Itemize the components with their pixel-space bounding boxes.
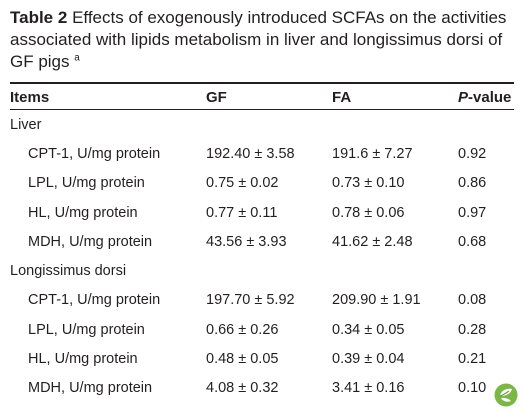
- row-fa-value: 209.90 ± 1.91: [332, 292, 421, 309]
- row-gf-value: 0.77 ± 0.11: [206, 204, 278, 221]
- row-item: HL, U/mg protein: [28, 204, 138, 221]
- leaf-logo-icon: [494, 383, 518, 407]
- table-caption-text: Effects of exogenously introduced SCFAs …: [10, 8, 507, 71]
- header-fa: FA: [332, 88, 352, 106]
- data-table: Items GF FA P-value Liver CPT-1, U/mg pr…: [10, 84, 514, 403]
- caption-footnote-mark: a: [74, 52, 80, 64]
- table-row: MDH, U/mg protein 4.08 ± 0.32 3.41 ± 0.1…: [10, 374, 514, 403]
- row-p-value: 0.92: [458, 145, 487, 162]
- header-items: Items: [10, 88, 50, 106]
- table-row: CPT-1, U/mg protein 197.70 ± 5.92 209.90…: [10, 286, 514, 315]
- row-fa-value: 0.34 ± 0.05: [332, 321, 405, 338]
- row-item: LPL, U/mg protein: [28, 321, 145, 338]
- row-item: CPT-1, U/mg protein: [28, 145, 161, 162]
- table-top-rule: [10, 82, 514, 84]
- row-p-value: 0.10: [458, 380, 487, 397]
- table-header-row: Items GF FA P-value: [10, 84, 514, 110]
- row-gf-value: 197.70 ± 5.92: [206, 292, 295, 309]
- table-row: HL, U/mg protein 0.77 ± 0.11 0.78 ± 0.06…: [10, 198, 514, 227]
- row-p-value: 0.68: [458, 233, 487, 250]
- table-label: Table 2: [10, 8, 68, 27]
- row-fa-value: 3.41 ± 0.16: [332, 380, 405, 397]
- row-p-value: 0.08: [458, 292, 487, 309]
- table-row: CPT-1, U/mg protein 192.40 ± 3.58 191.6 …: [10, 139, 514, 168]
- section-row-longissimus-dorsi: Longissimus dorsi: [10, 256, 514, 285]
- row-p-value: 0.21: [458, 351, 487, 368]
- row-p-value: 0.28: [458, 321, 487, 338]
- row-gf-value: 43.56 ± 3.93: [206, 233, 287, 250]
- table-row: HL, U/mg protein 0.48 ± 0.05 0.39 ± 0.04…: [10, 344, 514, 373]
- header-p-value: P-value: [458, 84, 514, 110]
- table-header-rule: [10, 109, 514, 110]
- row-fa-value: 191.6 ± 7.27: [332, 145, 413, 162]
- logo-stem: [499, 390, 510, 397]
- section-row-liver: Liver: [10, 110, 514, 139]
- logo-leaf-lower: [501, 397, 511, 402]
- table-caption: Table 2 Effects of exogenously introduce…: [10, 7, 515, 73]
- row-fa-value: 0.73 ± 0.10: [332, 175, 405, 192]
- row-gf-value: 192.40 ± 3.58: [206, 145, 295, 162]
- row-item: CPT-1, U/mg protein: [28, 292, 161, 309]
- header-p-letter: P: [458, 88, 469, 106]
- row-fa-value: 0.39 ± 0.04: [332, 351, 405, 368]
- section-title: Liver: [10, 116, 42, 133]
- header-gf: GF: [206, 88, 227, 106]
- row-gf-value: 0.48 ± 0.05: [206, 351, 279, 368]
- row-fa-value: 0.78 ± 0.06: [332, 204, 405, 221]
- table-row: LPL, U/mg protein 0.75 ± 0.02 0.73 ± 0.1…: [10, 169, 514, 198]
- row-item: MDH, U/mg protein: [28, 233, 153, 250]
- section-title: Longissimus dorsi: [10, 263, 127, 280]
- row-p-value: 0.86: [458, 175, 487, 192]
- table-row: MDH, U/mg protein 43.56 ± 3.93 41.62 ± 2…: [10, 227, 514, 256]
- row-fa-value: 41.62 ± 2.48: [332, 233, 413, 250]
- row-item: LPL, U/mg protein: [28, 175, 145, 192]
- row-gf-value: 0.75 ± 0.02: [206, 175, 279, 192]
- row-gf-value: 0.66 ± 0.26: [206, 321, 279, 338]
- header-p-suffix: -value: [468, 88, 512, 106]
- row-gf-value: 4.08 ± 0.32: [206, 380, 279, 397]
- row-p-value: 0.97: [458, 204, 487, 221]
- table-row: LPL, U/mg protein 0.66 ± 0.26 0.34 ± 0.0…: [10, 315, 514, 344]
- row-item: HL, U/mg protein: [28, 351, 138, 368]
- row-item: MDH, U/mg protein: [28, 380, 153, 397]
